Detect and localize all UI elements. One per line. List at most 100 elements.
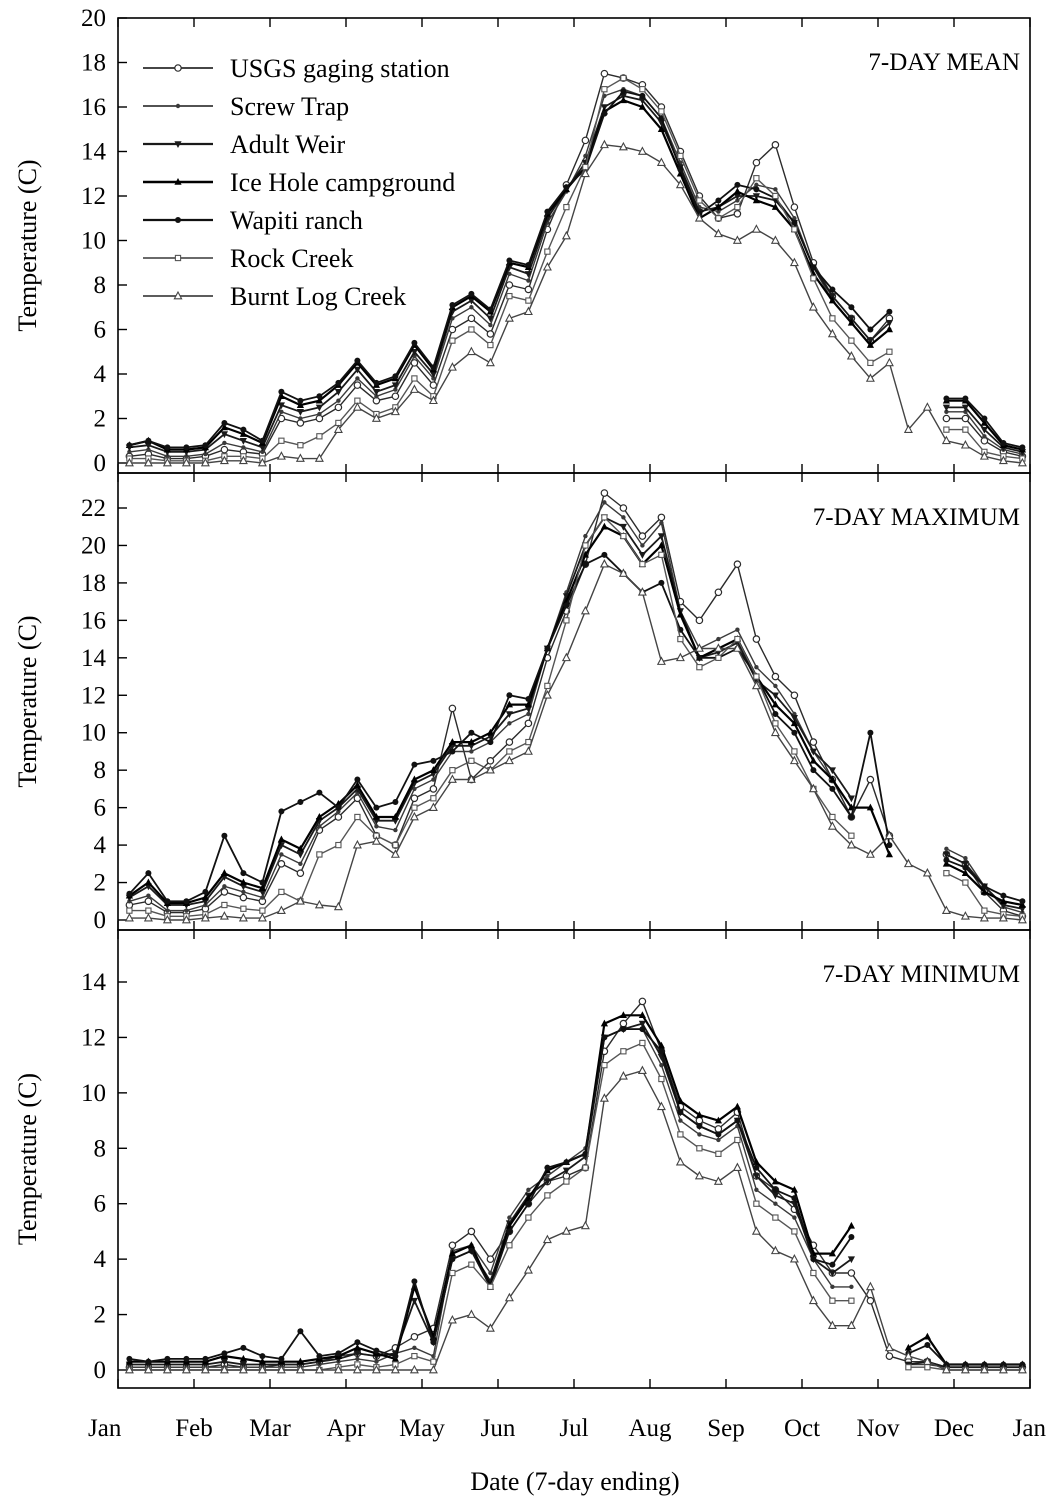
- data-point: [961, 861, 969, 868]
- data-point: [716, 1137, 721, 1143]
- data-point: [563, 203, 570, 211]
- data-point: [791, 1195, 798, 1202]
- data-point: [506, 1228, 513, 1235]
- data-point: [276, 451, 286, 460]
- data-point: [790, 1185, 798, 1193]
- data-point: [333, 901, 343, 911]
- data-point: [278, 437, 285, 444]
- data-point: [353, 1350, 361, 1358]
- data-point: [143, 912, 153, 922]
- data-point: [316, 1353, 323, 1360]
- data-point: [392, 373, 399, 380]
- data-point: [317, 411, 322, 417]
- data-point: [733, 560, 742, 568]
- series-5: [126, 551, 1026, 905]
- data-point: [638, 997, 647, 1006]
- data-point: [431, 777, 436, 782]
- data-point: [790, 719, 798, 727]
- data-point: [713, 1176, 723, 1185]
- data-point: [221, 419, 228, 426]
- data-point: [980, 887, 988, 895]
- data-point: [335, 379, 342, 386]
- data-point: [525, 696, 532, 703]
- data-point: [298, 861, 303, 867]
- data-point: [410, 1297, 418, 1305]
- data-point: [296, 419, 305, 427]
- data-point: [847, 795, 855, 803]
- data-point: [333, 424, 343, 433]
- data-point: [467, 314, 476, 323]
- data-point: [846, 351, 856, 360]
- data-point: [468, 729, 475, 736]
- data-point: [753, 1164, 760, 1171]
- data-point: [866, 803, 874, 811]
- series-7: [124, 139, 1027, 467]
- data-point: [752, 158, 761, 167]
- data-point: [144, 878, 152, 886]
- data-point: [126, 442, 133, 449]
- data-point: [942, 859, 950, 867]
- data-point: [296, 401, 304, 408]
- data-point: [694, 213, 704, 222]
- data-point: [657, 1041, 665, 1049]
- data-point: [830, 1284, 835, 1290]
- data-point: [886, 842, 893, 849]
- data-point: [601, 514, 608, 521]
- data-point: [221, 1350, 228, 1357]
- data-point: [791, 219, 798, 226]
- data-point: [848, 814, 855, 820]
- data-point: [600, 69, 609, 78]
- data-point: [372, 396, 381, 405]
- data-point: [754, 182, 759, 188]
- data-point: [374, 824, 379, 829]
- data-point: [621, 515, 626, 520]
- data-point: [580, 168, 590, 178]
- y-tick-label: 14: [81, 139, 107, 166]
- data-point: [200, 912, 210, 922]
- data-point: [601, 110, 608, 117]
- data-point: [904, 1343, 912, 1351]
- data-point: [505, 700, 513, 708]
- series-1: [125, 69, 1027, 463]
- data-point: [865, 373, 875, 382]
- y-tick-label: 4: [94, 1246, 107, 1273]
- y-axis-title: Temperature (C): [13, 615, 42, 787]
- data-point: [392, 1353, 399, 1360]
- data-point: [848, 304, 855, 311]
- y-tick-label: 0: [94, 1357, 107, 1384]
- data-point: [829, 1297, 836, 1304]
- data-point: [448, 1241, 457, 1250]
- data-point: [278, 808, 285, 815]
- data-point: [922, 402, 932, 411]
- data-point: [961, 414, 970, 423]
- data-point: [544, 208, 551, 215]
- data-point: [334, 813, 343, 821]
- data-point: [639, 1026, 646, 1033]
- data-point: [638, 1011, 646, 1019]
- data-point: [865, 1281, 875, 1291]
- data-point: [354, 1339, 361, 1346]
- data-point: [884, 357, 894, 367]
- data-point: [656, 157, 666, 166]
- data-point: [392, 799, 399, 806]
- data-point: [980, 418, 988, 426]
- data-point: [714, 588, 723, 597]
- x-tick-label: Aug: [628, 1415, 672, 1442]
- data-point: [239, 878, 247, 886]
- data-point: [1017, 1364, 1027, 1374]
- data-point: [525, 1214, 532, 1221]
- data-point: [486, 757, 495, 765]
- y-tick-label: 0: [94, 907, 107, 934]
- data-point: [734, 635, 741, 643]
- data-point: [580, 605, 590, 615]
- data-point: [1019, 1361, 1026, 1368]
- data-point: [298, 416, 303, 421]
- data-point: [867, 326, 874, 333]
- data-point: [181, 914, 191, 924]
- data-point: [201, 893, 209, 901]
- legend-entry: Adult Weir: [143, 130, 345, 159]
- x-tick-label: Jan: [1013, 1415, 1047, 1442]
- legend-entry: Rock Creek: [143, 244, 353, 273]
- data-point: [296, 851, 304, 859]
